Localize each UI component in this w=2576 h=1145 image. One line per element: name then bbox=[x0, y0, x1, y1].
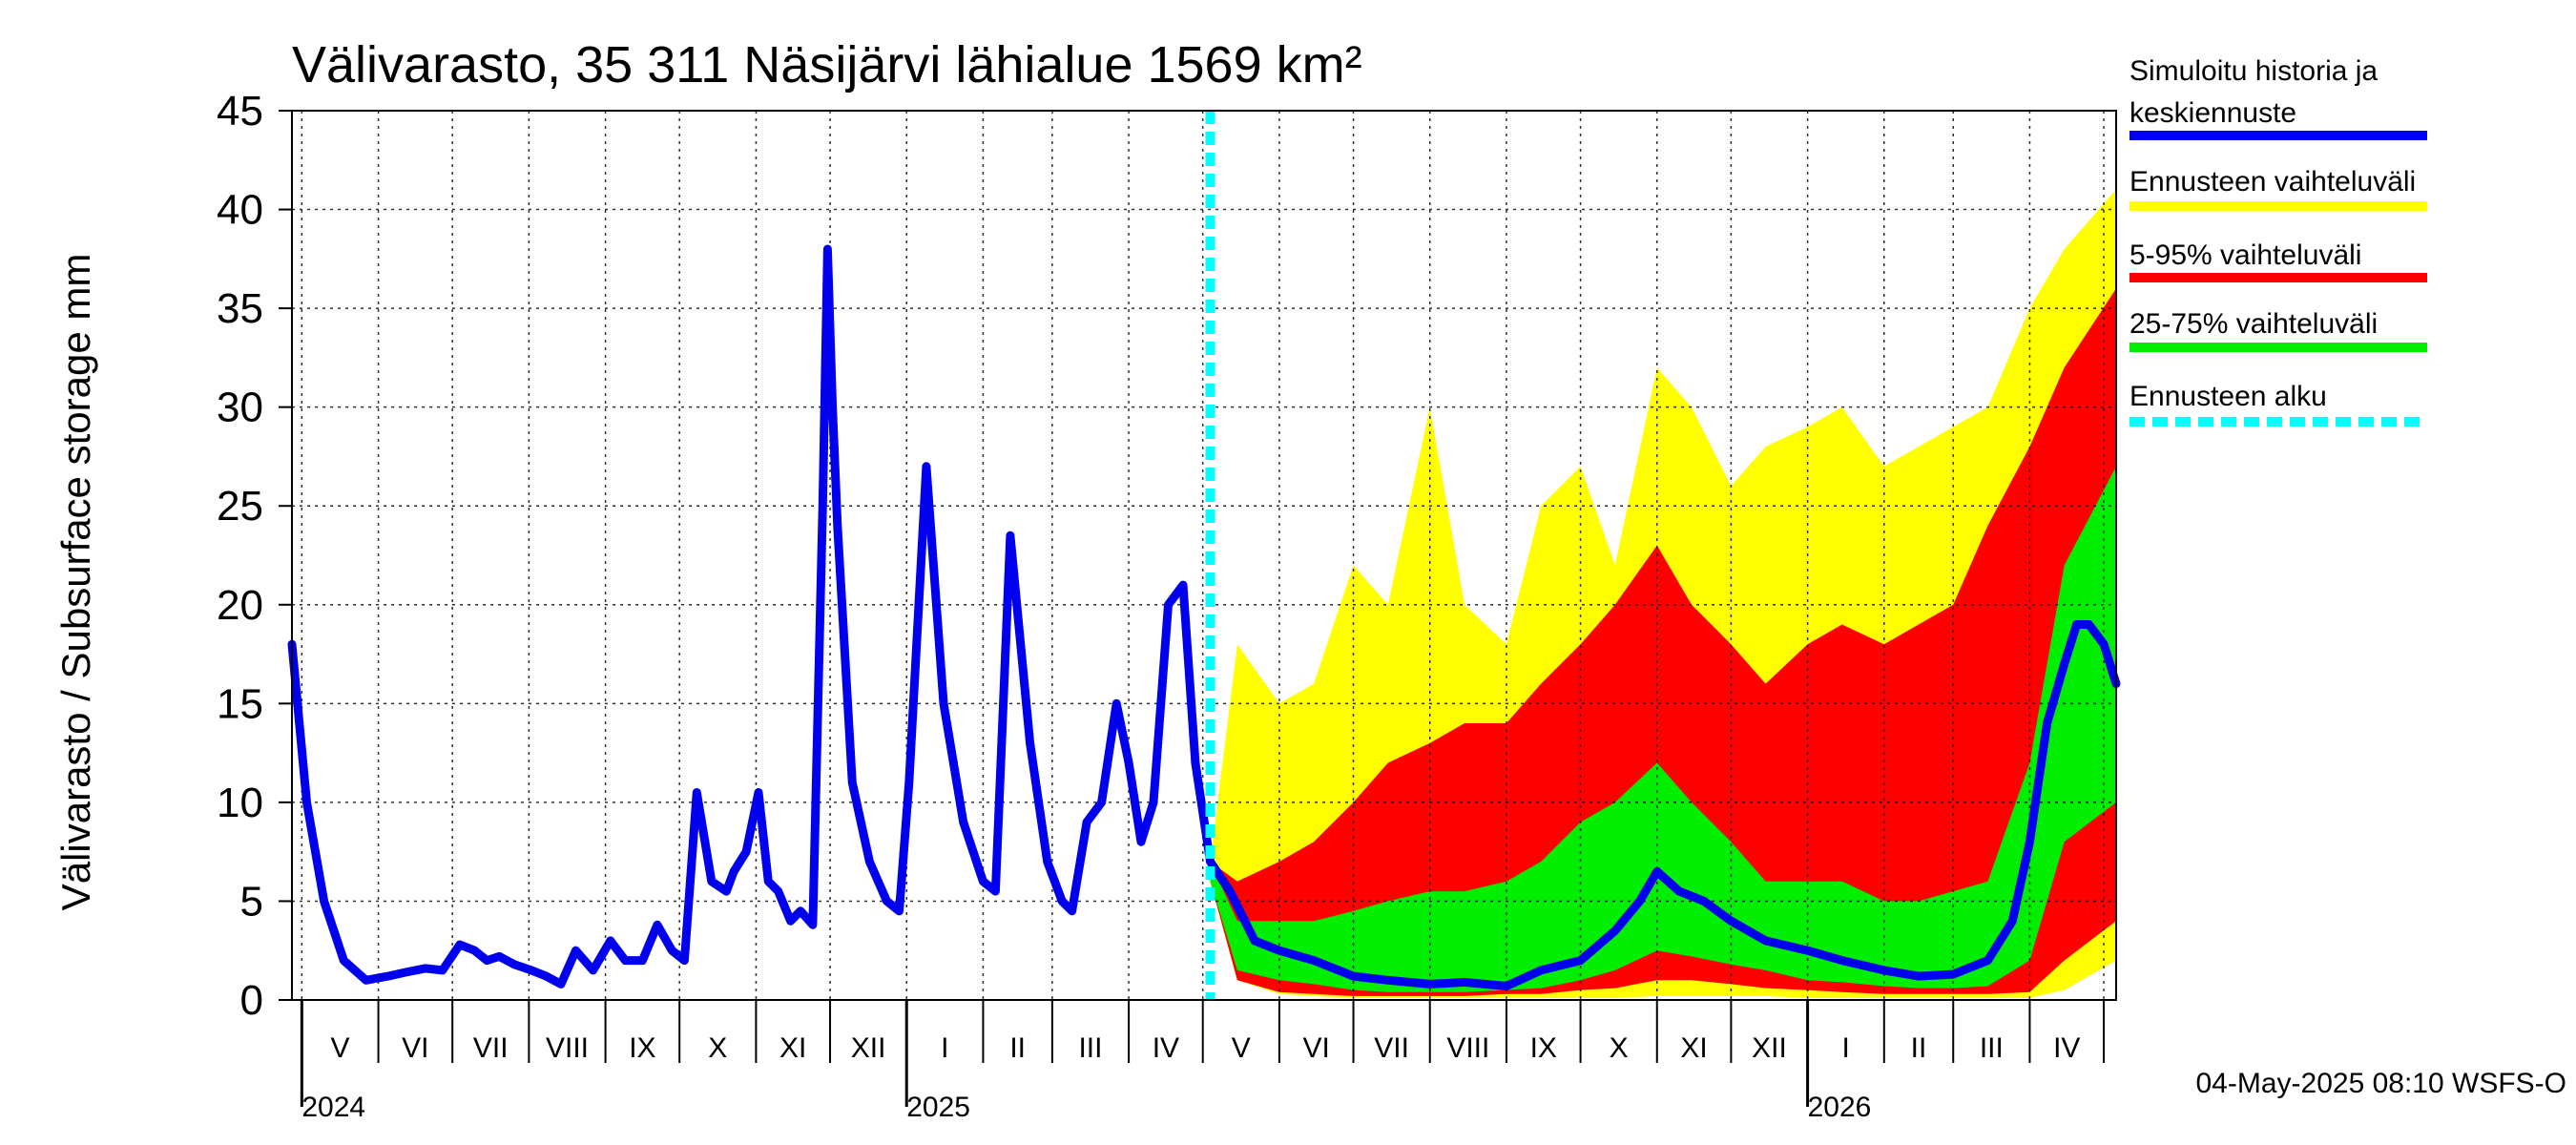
y-tick-label-6: 30 bbox=[217, 385, 263, 431]
band-2 bbox=[1210, 288, 2116, 996]
legend-label-2-1: Ennusteen vaihteluväli bbox=[2129, 166, 2416, 198]
x-month-label-3: VIII bbox=[546, 1032, 589, 1064]
legend-label-1-1: Simuloitu historia ja bbox=[2129, 55, 2378, 87]
series-lines bbox=[287, 244, 2121, 990]
y-tick-label-0: 0 bbox=[240, 977, 263, 1024]
legend-label-4-1: 25-75% vaihteluväli bbox=[2129, 308, 2378, 340]
footer-timestamp: 04-May-2025 08:10 WSFS-O bbox=[2196, 1068, 2567, 1099]
x-month-label-13: VI bbox=[1303, 1032, 1330, 1064]
x-month-label-6: XI bbox=[779, 1032, 806, 1064]
x-month-label-16: IX bbox=[1530, 1032, 1557, 1064]
legend-label-1-2: keskiennuste bbox=[2129, 97, 2296, 129]
grid bbox=[292, 111, 2116, 1000]
y-tick-label-5: 25 bbox=[217, 483, 263, 530]
y-axis-ticks: 0 5 10 15 20 25 30 35 40 45 bbox=[217, 88, 292, 1024]
y-tick-label-2: 10 bbox=[217, 780, 263, 826]
band-3 bbox=[1210, 466, 2116, 992]
y-tick-label-8: 40 bbox=[217, 187, 263, 234]
x-month-label-7: XII bbox=[851, 1032, 886, 1064]
x-month-label-23: IV bbox=[2053, 1032, 2080, 1064]
x-month-label-12: V bbox=[1232, 1032, 1251, 1064]
x-month-label-14: VII bbox=[1374, 1032, 1409, 1064]
y-tick-label-7: 35 bbox=[217, 285, 263, 332]
x-month-label-19: XII bbox=[1752, 1032, 1787, 1064]
y-axis-label: Välivarasto / Subsurface storage mm bbox=[53, 254, 98, 911]
x-month-label-18: XI bbox=[1680, 1032, 1707, 1064]
x-month-label-8: I bbox=[941, 1032, 948, 1064]
x-month-label-22: III bbox=[1980, 1032, 2004, 1064]
y-tick-label-3: 15 bbox=[217, 680, 263, 727]
plot-area bbox=[287, 110, 2121, 1001]
x-month-label-5: X bbox=[708, 1032, 727, 1064]
legend: Simuloitu historia ja keskiennuste Ennuste… bbox=[2129, 55, 2427, 427]
legend-label-5-1: Ennusteen alku bbox=[2129, 381, 2327, 412]
x-month-label-20: I bbox=[1842, 1032, 1850, 1064]
forecast-bands bbox=[1210, 189, 2116, 998]
x-month-label-11: IV bbox=[1153, 1032, 1179, 1064]
y-tick-label-1: 5 bbox=[240, 878, 263, 925]
x-month-label-2: VII bbox=[473, 1032, 509, 1064]
y-tick-label-4: 20 bbox=[217, 582, 263, 629]
y-tick-label-9: 45 bbox=[217, 88, 263, 135]
x-axis: V VI VII VIII IX X XI XII I II III IV V VI VII VIII IX X X… bbox=[300, 1000, 2106, 1123]
x-month-label-15: VIII bbox=[1446, 1032, 1489, 1064]
x-month-label-10: III bbox=[1078, 1032, 1102, 1064]
x-year-label-2: 2026 bbox=[1808, 1092, 1872, 1123]
legend-label-3-1: 5-95% vaihteluväli bbox=[2129, 239, 2361, 271]
series-line-1 bbox=[287, 244, 2121, 990]
x-month-label-1: VI bbox=[402, 1032, 428, 1064]
x-month-label-9: II bbox=[1009, 1032, 1026, 1064]
x-month-label-21: II bbox=[1911, 1032, 1927, 1064]
x-month-label-0: V bbox=[330, 1032, 349, 1064]
plot-frame bbox=[291, 110, 2117, 1001]
x-month-label-17: X bbox=[1610, 1032, 1629, 1064]
x-year-label-1: 2025 bbox=[906, 1092, 970, 1123]
x-month-label-4: IX bbox=[629, 1032, 655, 1064]
chart-title: Välivarasto, 35 311 Näsijärvi lähialue 1… bbox=[292, 36, 1362, 94]
x-year-label-0: 2024 bbox=[301, 1092, 365, 1123]
